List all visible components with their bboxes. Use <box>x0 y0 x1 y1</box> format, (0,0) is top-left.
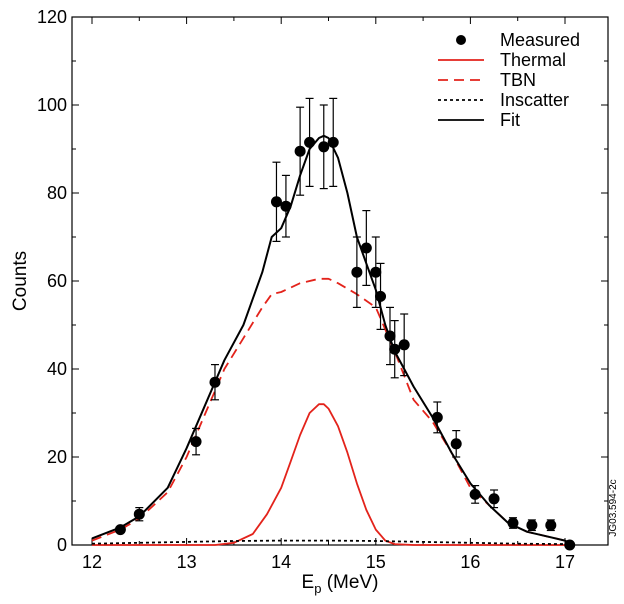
measured-point <box>294 145 306 157</box>
y-tick-label: 80 <box>47 183 67 203</box>
y-tick-label: 120 <box>37 7 67 27</box>
x-tick-label: 16 <box>460 552 480 572</box>
side-note: JG03.594-2c <box>608 479 619 536</box>
legend-label-tbn: TBN <box>500 70 536 90</box>
series-line-thermal <box>92 403 575 546</box>
y-tick-label: 100 <box>37 95 67 115</box>
measured-points <box>114 136 576 551</box>
series-lines <box>91 134 575 546</box>
x-axis-title-unit: (MeV) <box>321 572 378 593</box>
measured-point <box>488 493 500 505</box>
y-tick-label: 40 <box>47 359 67 379</box>
legend-label-measured: Measured <box>500 30 580 50</box>
y-tick-label: 60 <box>47 271 67 291</box>
measured-point <box>133 508 145 520</box>
plot-area: 12 13 14 15 16 17 0 20 40 60 80 100 120 <box>37 7 609 572</box>
x-tick-label: 13 <box>177 552 197 572</box>
y-axis-title: Counts <box>10 251 31 311</box>
measured-point <box>190 436 202 448</box>
measured-point <box>114 524 126 536</box>
x-axis-title-subscript: p <box>314 581 321 596</box>
measured-point <box>375 290 387 302</box>
x-tick-labels: 12 13 14 15 16 17 <box>82 552 575 572</box>
series-line-inscatter <box>91 539 566 545</box>
legend-marker-measured <box>456 35 466 45</box>
series-line-fit <box>91 134 571 544</box>
measured-point <box>209 376 221 388</box>
measured-point <box>545 519 557 531</box>
measured-point <box>526 519 538 531</box>
measured-point <box>280 200 292 212</box>
x-tick-label: 17 <box>555 552 575 572</box>
y-tick-label: 0 <box>57 535 67 555</box>
legend-label-inscatter: Inscatter <box>500 90 569 110</box>
x-tick-label: 12 <box>82 552 102 572</box>
measured-point <box>450 438 462 450</box>
legend-label-fit: Fit <box>500 110 520 130</box>
measured-point <box>327 136 339 148</box>
measured-point <box>318 141 330 153</box>
x-axis-title: Ep (MeV) <box>302 572 379 596</box>
measured-point <box>384 330 396 342</box>
legend-label-thermal: Thermal <box>500 50 566 70</box>
measured-point <box>304 136 316 148</box>
measured-point <box>270 196 282 208</box>
axis-ticks <box>72 16 608 546</box>
measured-point <box>389 343 401 355</box>
measured-point <box>507 517 519 529</box>
measured-point <box>370 266 382 278</box>
measured-point <box>469 488 481 500</box>
measured-point <box>351 266 363 278</box>
x-tick-label: 15 <box>366 552 386 572</box>
x-axis-title-main: E <box>302 572 315 593</box>
measured-point <box>360 242 372 254</box>
x-tick-label: 14 <box>271 552 291 572</box>
measured-point <box>431 411 443 423</box>
y-tick-labels: 0 20 40 60 80 100 120 <box>37 7 67 555</box>
measured-point <box>398 339 410 351</box>
y-tick-label: 20 <box>47 447 67 467</box>
measured-point <box>564 539 576 551</box>
error-bars <box>135 97 555 532</box>
